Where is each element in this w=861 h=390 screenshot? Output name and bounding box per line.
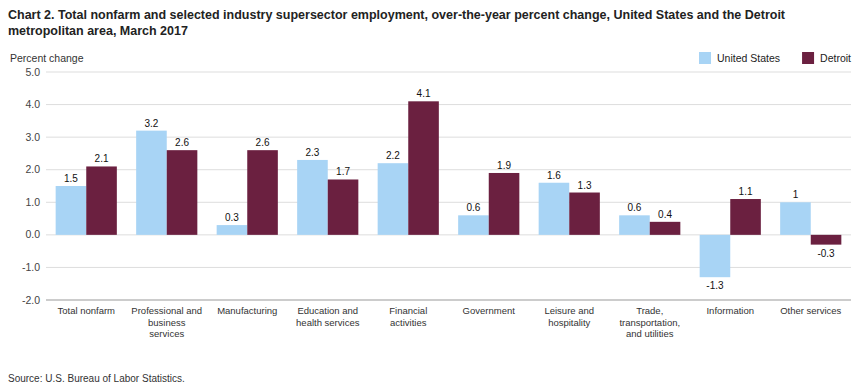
bar <box>408 101 439 235</box>
grid <box>46 72 851 300</box>
data-label: 0.4 <box>658 209 672 220</box>
bar <box>56 186 87 235</box>
bar <box>700 235 731 277</box>
data-label: 2.6 <box>256 137 270 148</box>
legend: Detroit United States <box>699 52 851 64</box>
y-tick-label: 3.0 <box>25 131 40 143</box>
x-tick-label-line: Professional and <box>131 305 202 316</box>
x-tick-label-line: services <box>149 328 184 339</box>
data-label: -0.3 <box>817 248 835 259</box>
x-tick-label-line: transportation, <box>619 317 680 328</box>
y-tick-label: 1.0 <box>25 196 40 208</box>
x-tick-label-line: Government <box>463 305 516 316</box>
data-label: 4.1 <box>417 88 431 99</box>
x-tick-label-line: Manufacturing <box>217 305 277 316</box>
data-label: 0.6 <box>628 202 642 213</box>
title-line: Chart 2. Total nonfarm and selected indu… <box>8 8 786 22</box>
x-tick-label-line: Other services <box>780 305 841 316</box>
bar <box>378 163 409 235</box>
x-tick-label-line: and utilities <box>626 328 674 339</box>
x-tick-label: Other services <box>780 305 841 316</box>
bar <box>458 215 489 235</box>
x-tick-label-line: Trade, <box>636 305 663 316</box>
y-tick-label: 5.0 <box>25 66 40 78</box>
x-tick-label-line: business <box>148 317 186 328</box>
data-label: -1.3 <box>706 280 724 291</box>
y-tick-label: 0.0 <box>25 228 40 240</box>
x-tick-label-line: activities <box>390 317 427 328</box>
x-tick-label: Total nonfarm <box>57 305 115 316</box>
bar <box>489 173 520 235</box>
grid-line <box>46 72 851 73</box>
y-tick-label: 4.0 <box>25 98 40 110</box>
data-label: 1.9 <box>497 160 511 171</box>
x-tick-label-line: health services <box>296 317 360 328</box>
y-tick-label: -2.0 <box>22 294 40 306</box>
x-tick-label-line: Leisure and <box>544 305 594 316</box>
legend-label: Detroit <box>820 52 851 64</box>
data-label: 1.3 <box>578 180 592 191</box>
data-label: 1.7 <box>336 166 350 177</box>
data-label: 0.3 <box>225 212 239 223</box>
x-tick-label-line: Financial <box>389 305 427 316</box>
source: Source: U.S. Bureau of Labor Statistics. <box>8 373 185 384</box>
title-line: metropolitan area, March 2017 <box>8 24 188 38</box>
bar <box>569 193 600 235</box>
data-label: 3.2 <box>145 118 159 129</box>
data-label: 0.6 <box>467 202 481 213</box>
bar <box>167 150 198 235</box>
x-tick-label: Information <box>706 305 754 316</box>
x-tick-label: Government <box>463 305 516 316</box>
grid-line <box>46 300 851 301</box>
x-tick-label-line: Total nonfarm <box>57 305 115 316</box>
bar <box>297 160 328 235</box>
x-tick-label-line: Education and <box>297 305 358 316</box>
data-label: 2.3 <box>306 147 320 158</box>
bar <box>86 166 117 234</box>
x-tick-label: Professional andbusinessservices <box>131 305 202 339</box>
x-tick-label: Leisure andhospitality <box>544 305 594 328</box>
data-label: 2.2 <box>386 150 400 161</box>
y-tick-label: -1.0 <box>22 261 40 273</box>
x-tick-label-line: hospitality <box>548 317 590 328</box>
data-label: 1.6 <box>547 170 561 181</box>
legend-swatch <box>802 52 814 64</box>
bar <box>619 215 650 235</box>
x-tick-label: Manufacturing <box>217 305 277 316</box>
bar <box>217 225 248 235</box>
x-tick-label: Trade,transportation,and utilities <box>619 305 680 339</box>
data-label: 1.1 <box>739 186 753 197</box>
legend-label: United States <box>717 52 780 64</box>
x-tick-label: Financialactivities <box>389 305 427 328</box>
bar <box>328 179 359 234</box>
y-tick-label: 2.0 <box>25 163 40 175</box>
x-tick-label-line: Information <box>706 305 754 316</box>
bar <box>247 150 278 235</box>
data-label: 2.1 <box>95 153 109 164</box>
legend-swatch <box>699 52 711 64</box>
data-label: 1 <box>793 189 799 200</box>
y-axis-label: Percent change <box>10 52 84 64</box>
data-labels: 1.5 3.2 0.3 2.3 2.2 0.6 1.6 0.6 -1.3 1 2.1 2.6 2.6 1.… <box>64 88 835 291</box>
grid-line <box>46 104 851 105</box>
background <box>0 0 861 390</box>
data-label: 2.6 <box>175 137 189 148</box>
bar <box>650 222 681 235</box>
x-tick-label: Education andhealth services <box>296 305 360 328</box>
title: Chart 2. Total nonfarm and selected indu… <box>8 8 786 38</box>
data-label: 1.5 <box>64 173 78 184</box>
bar <box>539 183 570 235</box>
bars <box>56 101 842 277</box>
bar <box>780 202 811 235</box>
bar <box>811 235 842 245</box>
bar <box>136 131 167 235</box>
bar <box>730 199 761 235</box>
x-axis-line <box>46 300 851 301</box>
